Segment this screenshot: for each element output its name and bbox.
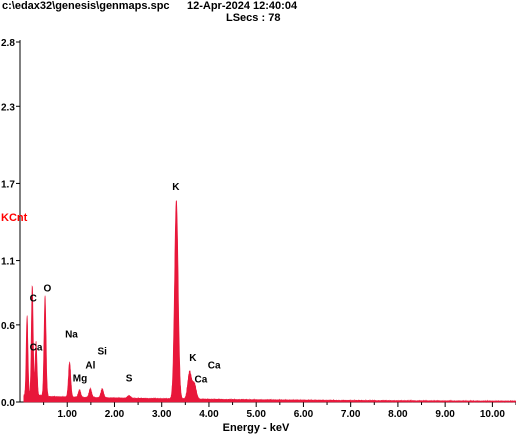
y-tick-label: 1.7 (1, 179, 15, 190)
y-tick-label: 0.6 (1, 321, 15, 332)
x-tick-label: 7.00 (341, 409, 361, 420)
peak-label: Ca (208, 361, 221, 372)
x-tick-label: 8.00 (388, 409, 408, 420)
y-tick-label: 2.8 (1, 38, 15, 49)
x-axis-label: Energy - keV (223, 422, 290, 434)
x-tick-label: 2.00 (105, 409, 125, 420)
x-tick-label: 3.00 (152, 409, 172, 420)
spectrum-fill (24, 201, 516, 403)
peak-label: S (126, 373, 133, 384)
peak-label: Na (65, 330, 78, 341)
peak-label: Ca (30, 343, 43, 354)
peak-label: K (189, 353, 197, 364)
peak-label: K (172, 182, 180, 193)
x-tick-label: 4.00 (199, 409, 219, 420)
peak-label: Si (97, 346, 107, 357)
x-tick-label: 1.00 (58, 409, 78, 420)
y-tick-label: 2.3 (1, 102, 15, 113)
peak-label: Ca (195, 375, 208, 386)
peak-label: Mg (73, 373, 87, 384)
peak-label: O (44, 283, 52, 294)
axes (16, 40, 516, 407)
y-tick-label: 0.0 (1, 398, 15, 409)
y-tick-label: 1.1 (1, 257, 15, 268)
x-tick-labels: 1.00 2.00 3.00 4.00 5.00 6.00 7.00 8.00 9.00 10.0… (58, 409, 506, 420)
x-tick-label: 10.00 (480, 409, 505, 420)
spectrum-area (24, 201, 516, 403)
x-tick-label: 5.00 (246, 409, 266, 420)
peak-label: Al (85, 361, 95, 372)
x-tick-label: 9.00 (435, 409, 455, 420)
peak-label: C (30, 294, 37, 305)
y-axis-label: KCnt (1, 212, 28, 224)
x-tick-label: 6.00 (294, 409, 314, 420)
